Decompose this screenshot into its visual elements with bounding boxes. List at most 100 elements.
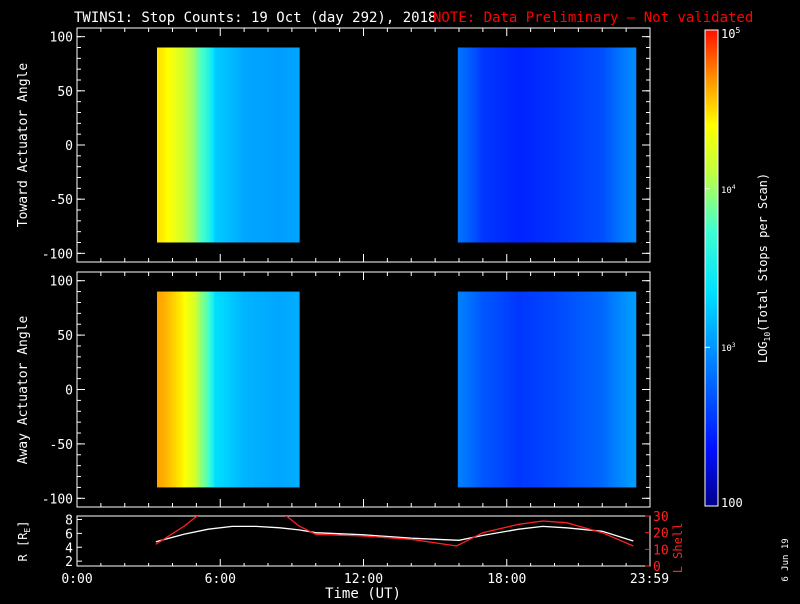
heatmap-cell <box>479 291 483 488</box>
heatmap-cell <box>235 291 239 488</box>
heatmap-cell <box>598 47 602 243</box>
heatmap-cell <box>565 291 569 488</box>
heatmap-cell <box>574 47 578 243</box>
heatmap-cell <box>620 291 624 488</box>
heatmap-cell <box>214 47 218 243</box>
heatmap-cell <box>188 47 192 243</box>
heatmap-cell <box>178 47 182 243</box>
heatmap-cell <box>622 291 626 488</box>
heatmap-cell <box>617 291 621 488</box>
x-tick-label: 12:00 <box>344 572 383 587</box>
heatmap-cell <box>610 47 614 243</box>
away-angle-panel: 100 50 0 -50 -100 <box>42 271 651 508</box>
heatmap-cell <box>615 291 619 488</box>
heatmap-cell <box>472 291 476 488</box>
heatmap-cell <box>228 47 232 243</box>
colorbar-top-label: 105 <box>721 26 740 41</box>
heatmap-cell <box>601 47 605 243</box>
heatmap-cell <box>553 47 557 243</box>
heatmap-cell <box>226 47 230 243</box>
heatmap-cell <box>519 47 523 243</box>
heatmap-cell <box>586 291 590 488</box>
heatmap-cell <box>593 47 597 243</box>
heatmap-cell <box>247 291 251 488</box>
heatmap-cell <box>538 291 542 488</box>
heatmap-cell <box>283 47 287 243</box>
y-tick-label: -50 <box>50 193 73 208</box>
heatmap-cell <box>290 47 294 243</box>
heatmap-cell <box>285 47 289 243</box>
heatmap-cell <box>209 291 213 488</box>
heatmap-cell <box>538 47 542 243</box>
heatmap-cell <box>522 47 526 243</box>
heatmap-cell <box>472 47 476 243</box>
heatmap-cell <box>240 47 244 243</box>
heatmap-cell <box>469 291 473 488</box>
heatmap-cell <box>486 47 490 243</box>
heatmap-cell <box>491 47 495 243</box>
heatmap-cell <box>548 47 552 243</box>
heatmap-cell <box>283 291 287 488</box>
heatmap-cell <box>228 291 232 488</box>
heatmap-cell <box>242 47 246 243</box>
heatmap-segment-1 <box>156 47 300 243</box>
heatmap-cell <box>192 47 196 243</box>
heatmap-cell <box>608 291 612 488</box>
heatmap-cell <box>164 291 168 488</box>
heatmap-cell <box>195 291 199 488</box>
x-tick-label: 0:00 <box>61 572 92 587</box>
heatmap-cell <box>276 291 280 488</box>
heatmap-cell <box>617 47 621 243</box>
heatmap-cell <box>531 291 535 488</box>
heatmap-cell <box>460 291 464 488</box>
heatmap-cell <box>634 47 637 243</box>
heatmap-cell <box>558 291 562 488</box>
heatmap-cell <box>601 291 605 488</box>
y-tick-label: 100 <box>50 31 73 46</box>
heatmap-cell <box>207 291 211 488</box>
heatmap-cell <box>503 291 507 488</box>
orbit-left-tick-label: 6 <box>65 527 73 542</box>
heatmap-cell <box>156 47 160 243</box>
heatmap-cell <box>245 291 249 488</box>
heatmap-cell <box>192 291 196 488</box>
orbit-right-tick-label: 0 <box>653 560 661 575</box>
y-tick-label: 50 <box>57 329 73 344</box>
heatmap-cell <box>467 291 471 488</box>
heatmap-cell <box>269 291 273 488</box>
heatmap-cell <box>589 291 593 488</box>
heatmap-cell <box>491 291 495 488</box>
heatmap-cell <box>498 291 502 488</box>
heatmap-cell <box>536 291 540 488</box>
colorbar: 105 104 103 100 LOG10(Total Stops per Sc… <box>704 26 772 510</box>
heatmap-cell <box>603 291 607 488</box>
heatmap-cell <box>209 47 213 243</box>
heatmap-cell <box>524 291 528 488</box>
heatmap-cell <box>529 47 533 243</box>
heatmap-cell <box>297 47 300 243</box>
heatmap-cell <box>197 291 201 488</box>
heatmap-cell <box>285 291 289 488</box>
heatmap-cell <box>519 291 523 488</box>
x-tick-label: 23:59 <box>630 572 669 587</box>
heatmap-cell <box>159 291 163 488</box>
heatmap-cell <box>457 291 461 488</box>
heatmap-cell <box>605 291 609 488</box>
heatmap-cell <box>190 291 194 488</box>
heatmap-cell <box>476 47 480 243</box>
heatmap-cell <box>565 47 569 243</box>
y-tick-label: -100 <box>42 492 73 507</box>
heatmap-segment-1 <box>156 291 300 488</box>
heatmap-cell <box>293 47 297 243</box>
colorbar-bar <box>704 29 719 507</box>
heatmap-cell <box>515 291 519 488</box>
heatmap-cell <box>168 291 172 488</box>
heatmap-cell <box>204 47 208 243</box>
heatmap-cell <box>515 47 519 243</box>
heatmap-cell <box>591 291 595 488</box>
heatmap-cell <box>223 291 227 488</box>
heatmap-cell <box>460 47 464 243</box>
heatmap-cell <box>469 47 473 243</box>
x-axis-label: Time (UT) <box>325 586 401 600</box>
